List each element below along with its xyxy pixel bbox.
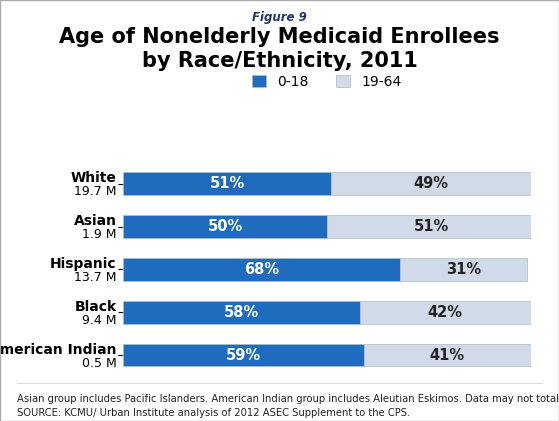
Text: 0.5 M: 0.5 M (82, 357, 117, 370)
Text: 1.9 M: 1.9 M (82, 228, 117, 241)
Text: 13.7 M: 13.7 M (74, 271, 117, 284)
Text: 19.7 M: 19.7 M (74, 185, 117, 198)
Text: 51%: 51% (414, 219, 449, 234)
Text: White: White (71, 171, 117, 185)
Bar (123, 258, 400, 281)
Bar (400, 258, 527, 281)
Text: Asian: Asian (74, 214, 117, 228)
Text: 59%: 59% (226, 348, 261, 363)
Bar (359, 301, 531, 323)
Text: SOURCE: KCMU/ Urban Institute analysis of 2012 ASEC Supplement to the CPS.: SOURCE: KCMU/ Urban Institute analysis o… (17, 408, 410, 418)
Text: 49%: 49% (414, 176, 448, 191)
Text: 58%: 58% (224, 305, 259, 320)
Text: 42%: 42% (428, 305, 463, 320)
Text: American Indian: American Indian (0, 343, 117, 357)
Bar (123, 301, 359, 323)
Text: 50%: 50% (207, 219, 243, 234)
Text: 68%: 68% (244, 262, 280, 277)
Bar (123, 344, 364, 366)
Text: 51%: 51% (210, 176, 245, 191)
Bar (364, 344, 531, 366)
Text: 9.4 M: 9.4 M (82, 314, 117, 327)
Text: Asian group includes Pacific Islanders. American Indian group includes Aleutian : Asian group includes Pacific Islanders. … (17, 394, 559, 404)
Legend: 0-18, 19-64: 0-18, 19-64 (252, 75, 402, 89)
Bar (327, 216, 535, 238)
Text: Black: Black (75, 300, 117, 314)
Text: 31%: 31% (446, 262, 481, 277)
Text: 41%: 41% (430, 348, 465, 363)
Bar (123, 173, 331, 195)
Text: Age of Nonelderly Medicaid Enrollees
by Race/Ethnicity, 2011: Age of Nonelderly Medicaid Enrollees by … (59, 27, 500, 71)
Bar (331, 173, 531, 195)
Bar (123, 216, 327, 238)
Text: Figure 9: Figure 9 (252, 11, 307, 24)
Text: Hispanic: Hispanic (50, 257, 117, 271)
